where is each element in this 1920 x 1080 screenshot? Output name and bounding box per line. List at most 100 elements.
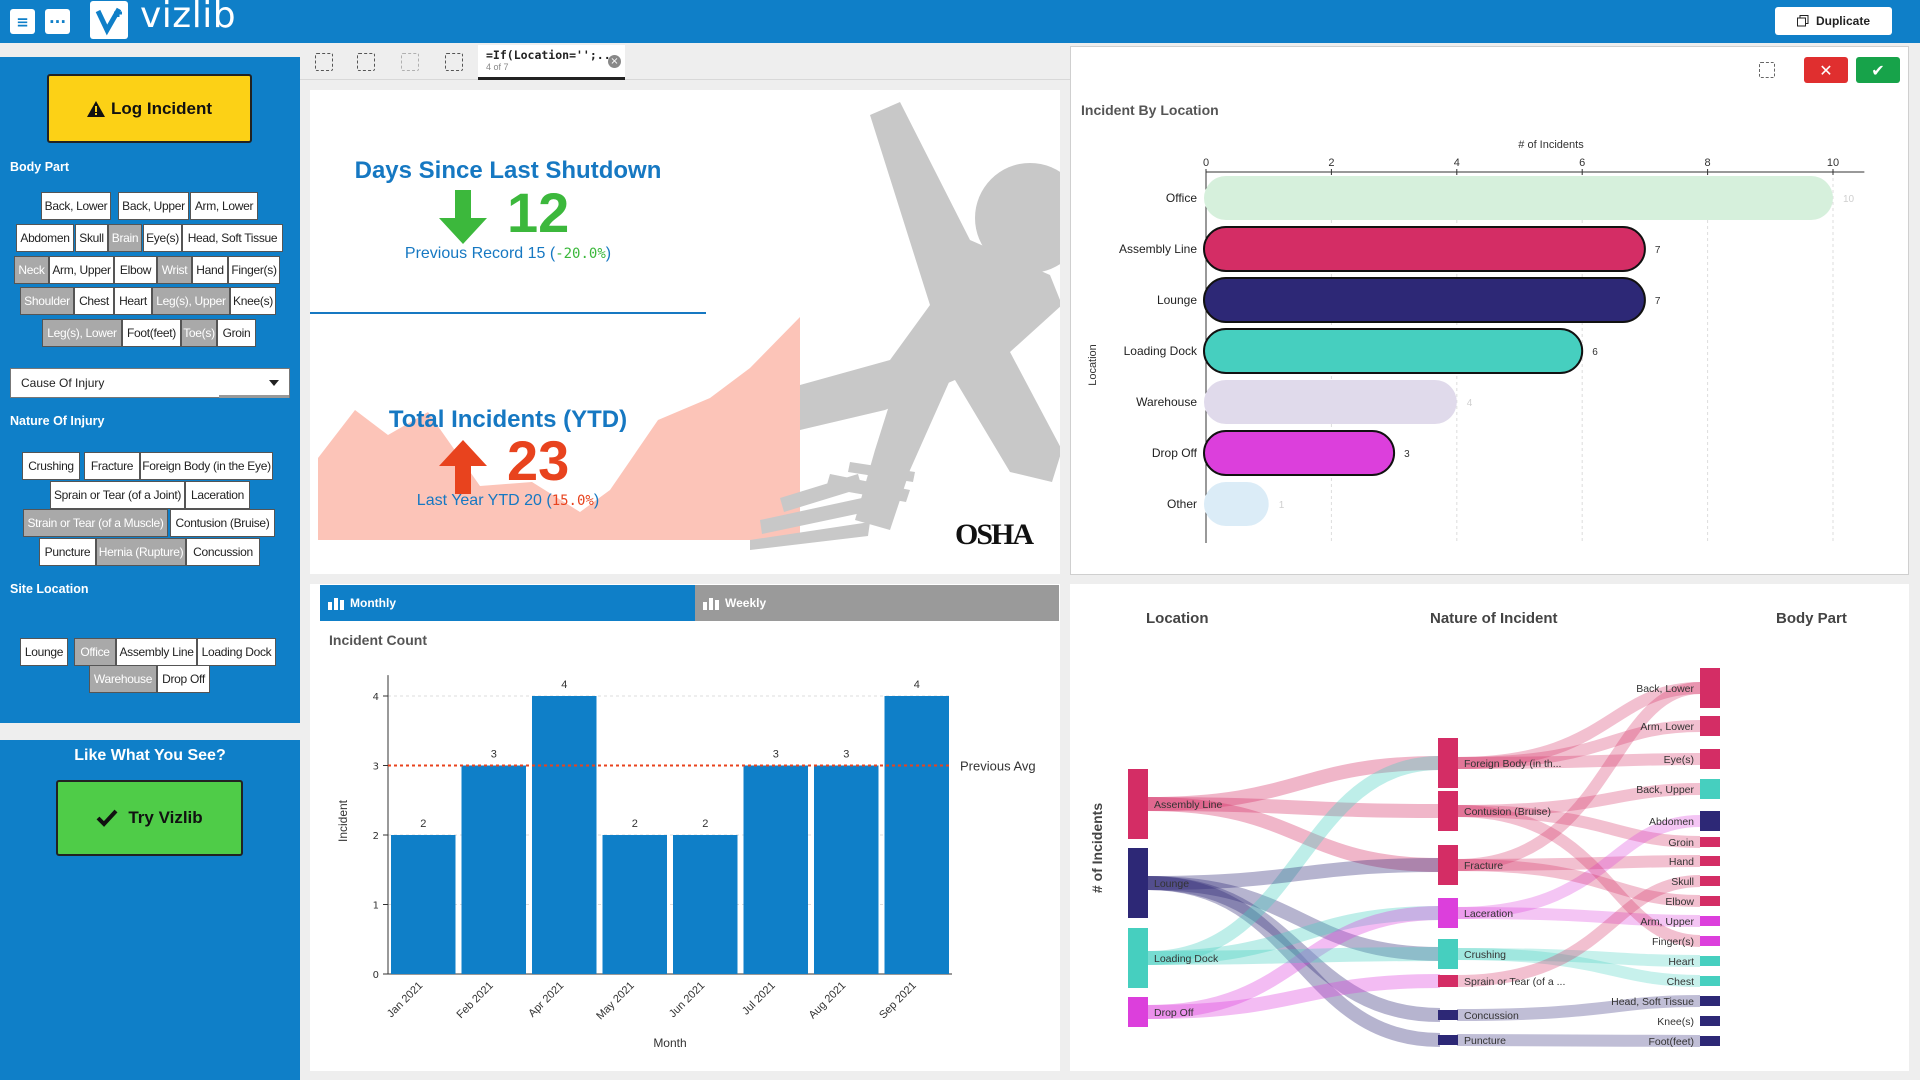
bar-assembly-line: [1203, 226, 1646, 272]
sankey-node-nature: [1438, 1035, 1458, 1045]
body-chip[interactable]: Toe(s): [181, 319, 217, 347]
data-label: 2: [702, 818, 708, 830]
bar-loading-dock: [1203, 328, 1584, 374]
body-chip[interactable]: Wrist: [157, 256, 192, 284]
body-chip[interactable]: Arm, Lower: [190, 192, 258, 220]
body-chip[interactable]: Foot(feet): [122, 319, 181, 347]
nature-chip[interactable]: Contusion (Bruise): [170, 509, 275, 537]
sankey-link: [1147, 756, 1441, 811]
monthly-bar-chart[interactable]: Incident Month 0 1 2 3 4 2 Jan 2021 3 Feb 2021 4 Apr…: [310, 584, 1060, 1071]
body-chip[interactable]: Hand: [192, 256, 228, 284]
sankey-node-label: Skull: [1671, 876, 1694, 888]
y-tick-label: Warehouse: [1136, 395, 1197, 409]
sankey-link: [1456, 805, 1701, 848]
warning-icon: [86, 100, 105, 117]
body-chip[interactable]: Eye(s): [143, 224, 182, 252]
month-bar: [743, 765, 808, 974]
location-bar-chart[interactable]: # of Incidents Location 0 2 4 6 8 10 Office 10 Ass…: [1071, 47, 1910, 576]
sankey-node-body: [1700, 1016, 1720, 1026]
site-chip[interactable]: Loading Dock: [197, 638, 276, 666]
x-tick-label: Feb 2021: [455, 980, 496, 1021]
step-back-icon[interactable]: [357, 53, 375, 71]
monthly-incident-panel: Monthly Weekly Incident Count Incident Mo…: [310, 584, 1060, 1071]
body-chip[interactable]: Groin: [217, 319, 256, 347]
days-sub-prefix: Previous Record 15 (: [404, 245, 556, 262]
body-chip[interactable]: Back, Upper: [118, 192, 189, 220]
clear-selections-icon[interactable]: [445, 53, 463, 71]
cause-of-injury-dropdown[interactable]: Cause Of Injury: [10, 368, 290, 398]
data-label: 2: [420, 818, 426, 830]
body-chip[interactable]: Head, Soft Tissue: [182, 224, 283, 252]
nature-chip[interactable]: Hernia (Rupture): [96, 538, 186, 566]
dropdown-underline: [219, 395, 289, 398]
smart-search-icon[interactable]: [315, 53, 333, 71]
site-chip[interactable]: Drop Off: [157, 665, 210, 693]
data-label: 4: [1467, 398, 1473, 409]
x-tick-label: Aug 2021: [807, 980, 849, 1022]
x-tick-label: 6: [1579, 157, 1585, 169]
try-vizlib-label: Try Vizlib: [128, 808, 203, 827]
body-chip[interactable]: Abdomen: [16, 224, 74, 252]
step-forward-icon[interactable]: [401, 53, 419, 71]
selection-toolbar: =If(Location='';... 4 of 7 ×: [300, 43, 1070, 80]
confirm-selection-button[interactable]: ✔: [1856, 57, 1900, 83]
body-chip[interactable]: Neck: [14, 256, 49, 284]
nature-chip[interactable]: Strain or Tear (of a Muscle): [23, 509, 168, 537]
data-label: 1: [1279, 500, 1285, 511]
body-chip[interactable]: Back, Lower: [41, 192, 111, 220]
body-chip[interactable]: Heart: [114, 287, 152, 315]
sankey-link: [1456, 815, 1701, 919]
nature-chip[interactable]: Concussion: [186, 538, 260, 566]
nature-chip[interactable]: Laceration: [185, 481, 250, 509]
body-chip[interactable]: Chest: [74, 287, 114, 315]
sankey-diagram[interactable]: # of Incidents Assembly Line Lounge Loading…: [1070, 584, 1909, 1071]
more-options-icon[interactable]: ···: [45, 9, 70, 34]
body-chip[interactable]: Leg(s), Lower: [42, 319, 122, 347]
body-chip[interactable]: Shoulder: [20, 287, 74, 315]
site-chip[interactable]: Assembly Line: [116, 638, 197, 666]
total-sub-suffix: ): [593, 492, 600, 509]
duplicate-button[interactable]: Duplicate: [1775, 7, 1892, 35]
sankey-link: [1456, 907, 1701, 927]
days-since-shutdown-title: Days Since Last Shutdown: [354, 157, 662, 184]
site-chip[interactable]: Office: [74, 638, 116, 666]
x-tick-label: 2: [1328, 157, 1334, 169]
sankey-node-label: Eye(s): [1664, 754, 1694, 766]
tab-weekly[interactable]: Weekly: [695, 585, 1059, 621]
y-tick-label: Drop Off: [1152, 446, 1198, 460]
bar-drop-off: [1203, 430, 1396, 476]
nature-chip[interactable]: Puncture: [39, 538, 96, 566]
month-bar: [532, 696, 597, 974]
try-vizlib-button[interactable]: Try Vizlib: [56, 780, 243, 856]
data-label: 4: [561, 679, 567, 691]
cause-dropdown-label: Cause Of Injury: [21, 376, 105, 390]
cancel-selection-button[interactable]: ✕: [1804, 57, 1848, 83]
tab-monthly[interactable]: Monthly: [320, 585, 695, 621]
body-chip[interactable]: Finger(s): [228, 256, 280, 284]
selection-mode-icon[interactable]: [1759, 62, 1775, 78]
x-tick-label: May 2021: [594, 980, 637, 1023]
site-chip[interactable]: Warehouse: [89, 665, 157, 693]
top-bar: ≡ ··· vizlib Duplicate: [0, 0, 1920, 43]
days-since-shutdown-subtitle: Previous Record 15 (-20.0%): [310, 245, 706, 263]
nature-chip[interactable]: Fracture: [84, 452, 140, 480]
clear-selection-icon[interactable]: ×: [608, 55, 621, 68]
nature-chip[interactable]: Foreign Body (in the Eye): [140, 452, 273, 480]
sankey-link: [1147, 797, 1441, 872]
body-chip[interactable]: Elbow: [114, 256, 157, 284]
current-selection-tab[interactable]: =If(Location='';... 4 of 7 ×: [478, 45, 625, 80]
site-chip[interactable]: Lounge: [20, 638, 68, 666]
body-chip[interactable]: Arm, Upper: [49, 256, 114, 284]
body-chip[interactable]: Leg(s), Upper: [152, 287, 230, 315]
nature-chip[interactable]: Crushing: [22, 452, 80, 480]
body-chip[interactable]: Knee(s): [230, 287, 276, 315]
log-incident-button[interactable]: Log Incident: [47, 74, 252, 143]
nature-chip[interactable]: Sprain or Tear (of a Joint): [50, 481, 185, 509]
app-logo-text: vizlib: [140, 0, 237, 36]
body-chip[interactable]: Skull: [75, 224, 108, 252]
selection-expression: =If(Location='';...: [486, 48, 618, 62]
bar-lounge: [1203, 277, 1646, 323]
hamburger-menu-icon[interactable]: ≡: [10, 9, 35, 34]
sankey-node-label: Elbow: [1665, 896, 1694, 908]
body-chip[interactable]: Brain: [108, 224, 142, 252]
